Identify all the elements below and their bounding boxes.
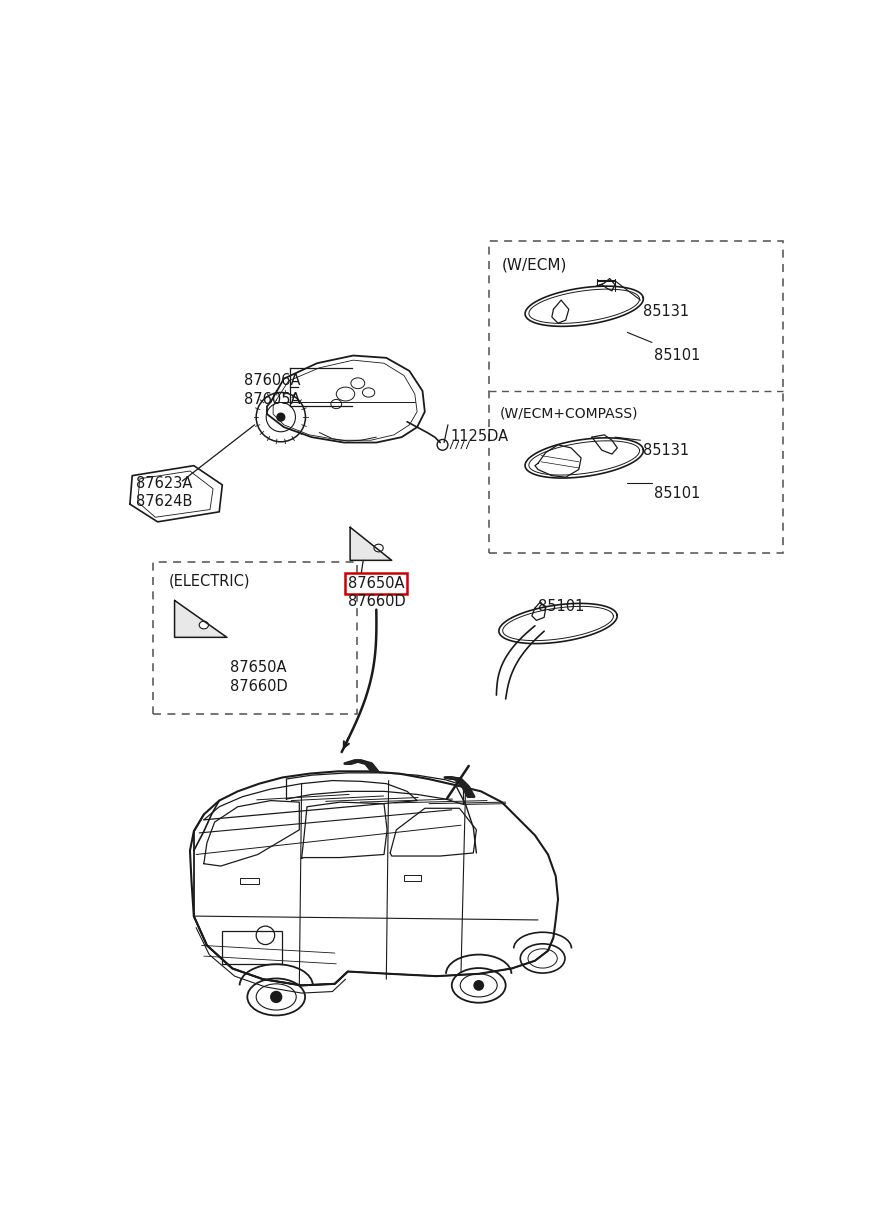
Ellipse shape (199, 621, 208, 629)
Text: 87605A: 87605A (244, 392, 300, 407)
Circle shape (270, 991, 283, 1003)
Bar (240, 878, 260, 884)
Circle shape (276, 413, 285, 421)
Polygon shape (175, 601, 227, 637)
Text: 85131: 85131 (642, 304, 688, 318)
Text: 87606A: 87606A (244, 373, 300, 389)
Text: (W/ECM): (W/ECM) (501, 258, 567, 272)
Text: (W/ECM+COMPASS): (W/ECM+COMPASS) (500, 407, 638, 420)
Text: 87650A: 87650A (348, 575, 404, 591)
Text: 85131: 85131 (642, 442, 688, 458)
Ellipse shape (374, 544, 384, 552)
Circle shape (473, 980, 484, 991)
Text: 85101: 85101 (538, 599, 585, 614)
Text: 1125DA: 1125DA (450, 430, 509, 444)
Text: 85101: 85101 (654, 348, 700, 363)
Circle shape (437, 440, 448, 450)
Text: 85101: 85101 (654, 487, 700, 501)
Bar (404, 876, 421, 882)
Text: 87660D: 87660D (230, 679, 288, 694)
Text: 87660D: 87660D (348, 595, 406, 609)
Text: 87650A: 87650A (230, 660, 286, 676)
Text: 87623A: 87623A (136, 476, 192, 490)
Text: (ELECTRIC): (ELECTRIC) (168, 574, 250, 589)
Polygon shape (350, 527, 392, 561)
Text: 87624B: 87624B (136, 494, 192, 509)
